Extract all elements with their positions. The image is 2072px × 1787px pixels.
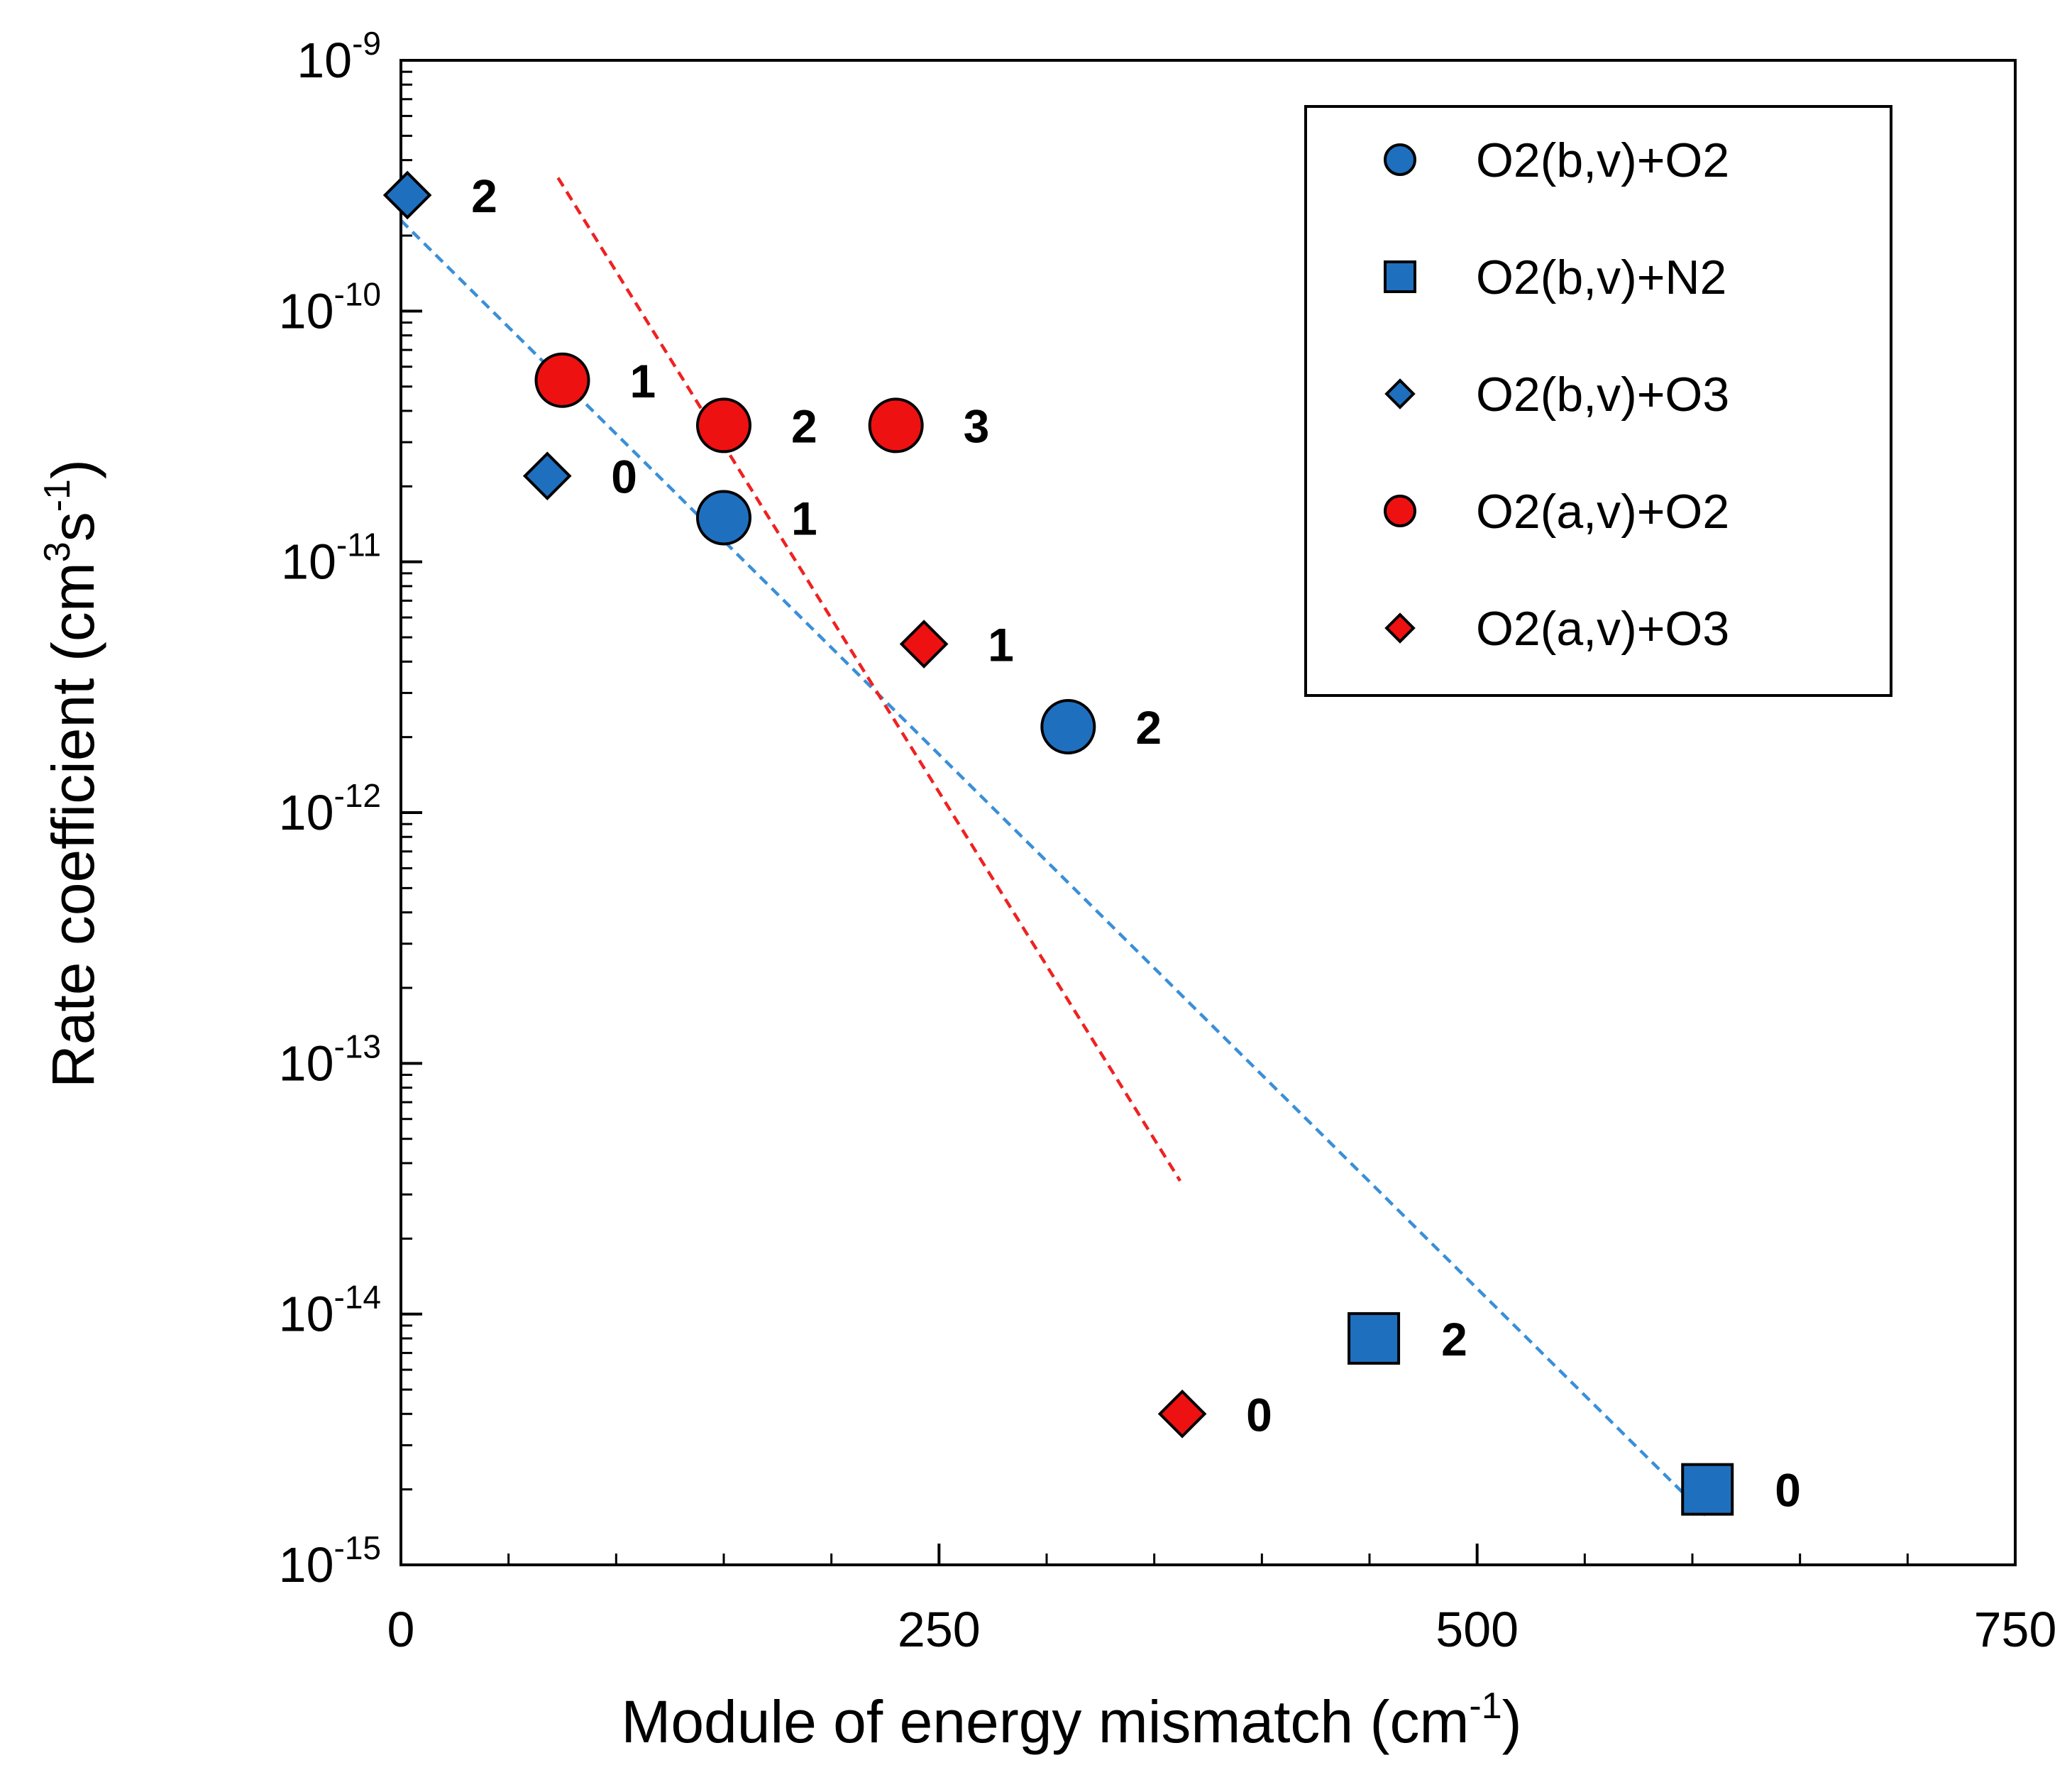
x-tick-label: 750 xyxy=(1974,1602,2057,1657)
point-diamond-4-0 xyxy=(899,620,949,669)
point-circle-0-1 xyxy=(1040,699,1096,755)
y-tick-label: 10-10 xyxy=(279,275,381,339)
legend-marker-4 xyxy=(1384,612,1416,644)
y-tick-base: 10 xyxy=(279,1537,334,1593)
point-label: 2 xyxy=(1441,1313,1467,1365)
x-axis-title-main: Module of energy mismatch (cm xyxy=(621,1688,1469,1755)
legend-label-1: O2(b,v)+N2 xyxy=(1476,251,1726,304)
y-tick-label: 10-11 xyxy=(281,527,381,590)
y-tick-exponent: -12 xyxy=(334,777,381,814)
y-tick-label: 10-13 xyxy=(279,1028,381,1091)
x-axis-title: Module of energy mismatch (cm-1) xyxy=(621,1686,1521,1755)
legend: O2(b,v)+O2 O2(b,v)+N2 O2(b,v)+O3 O2(a,v)+O2… xyxy=(1304,105,1892,697)
y-tick-label: 10-15 xyxy=(279,1529,381,1593)
x-tick-label: 0 xyxy=(387,1602,415,1657)
point-label: 1 xyxy=(630,355,656,407)
point-label: 0 xyxy=(1246,1388,1272,1441)
legend-label-3: O2(a,v)+O2 xyxy=(1476,485,1729,539)
point-diamond-2-0 xyxy=(382,170,432,220)
legend-marker-3 xyxy=(1384,495,1416,527)
fit-lines xyxy=(399,177,1709,1519)
y-axis-title: Rate coefficient (cm3s-1) xyxy=(37,459,106,1088)
point-circle-3-1 xyxy=(696,397,751,453)
y-tick-base: 10 xyxy=(281,534,336,590)
point-circle-3-2 xyxy=(868,397,924,453)
y-tick-exponent: -15 xyxy=(334,1529,381,1566)
point-label: 2 xyxy=(791,400,817,452)
legend-label-2: O2(b,v)+O3 xyxy=(1476,368,1729,422)
y-tick-label: 10-9 xyxy=(297,25,381,88)
y-tick-exponent: -14 xyxy=(334,1279,381,1316)
y-tick-base: 10 xyxy=(297,33,352,88)
red-fit-line xyxy=(556,177,1181,1182)
y-tick-base: 10 xyxy=(279,1035,334,1091)
y-tick-exponent: -10 xyxy=(334,275,381,312)
y-axis-title-sup1: 3 xyxy=(37,541,78,562)
y-tick-exponent: -11 xyxy=(336,527,381,563)
point-label: 1 xyxy=(988,619,1014,671)
legend-marker-2 xyxy=(1384,378,1416,409)
point-square-1-1 xyxy=(1681,1463,1734,1516)
y-tick-base: 10 xyxy=(279,283,334,339)
point-diamond-4-1 xyxy=(1157,1389,1207,1439)
y-axis-title-sup2: -1 xyxy=(37,479,78,512)
legend-marker-1 xyxy=(1384,260,1416,293)
y-axis-title-main: Rate coefficient (cm xyxy=(40,562,106,1088)
y-tick-exponent: -13 xyxy=(334,1028,381,1065)
point-label: 2 xyxy=(471,170,497,222)
y-tick-exponent: -9 xyxy=(352,25,381,62)
x-axis-title-tail: ) xyxy=(1502,1688,1522,1755)
point-label: 0 xyxy=(611,451,637,503)
y-axis-title-tail: ) xyxy=(40,459,106,479)
point-diamond-2-1 xyxy=(522,451,572,501)
y-tick-label: 10-14 xyxy=(279,1279,381,1342)
x-axis-title-sup: -1 xyxy=(1469,1686,1501,1727)
x-tick-label: 250 xyxy=(898,1602,981,1657)
legend-label-0: O2(b,v)+O2 xyxy=(1476,133,1729,187)
legend-marker-0 xyxy=(1384,143,1416,176)
legend-label-4: O2(a,v)+O3 xyxy=(1476,602,1729,656)
y-tick-label: 10-12 xyxy=(279,777,381,840)
point-label: 1 xyxy=(791,492,817,544)
point-label: 0 xyxy=(1775,1464,1801,1517)
x-tick-label: 500 xyxy=(1435,1602,1519,1657)
y-tick-base: 10 xyxy=(279,1287,334,1342)
point-label: 2 xyxy=(1135,701,1162,754)
point-circle-0-0 xyxy=(696,490,751,546)
point-label: 3 xyxy=(964,400,990,452)
blue-fit-line xyxy=(399,219,1709,1519)
y-tick-base: 10 xyxy=(279,785,334,840)
y-axis-title-mid: s xyxy=(40,512,106,541)
data-points: 1 2 2 0 2 0 1 2 3 1 0 xyxy=(382,170,1801,1517)
point-square-1-0 xyxy=(1348,1312,1401,1365)
point-circle-3-0 xyxy=(534,352,590,408)
